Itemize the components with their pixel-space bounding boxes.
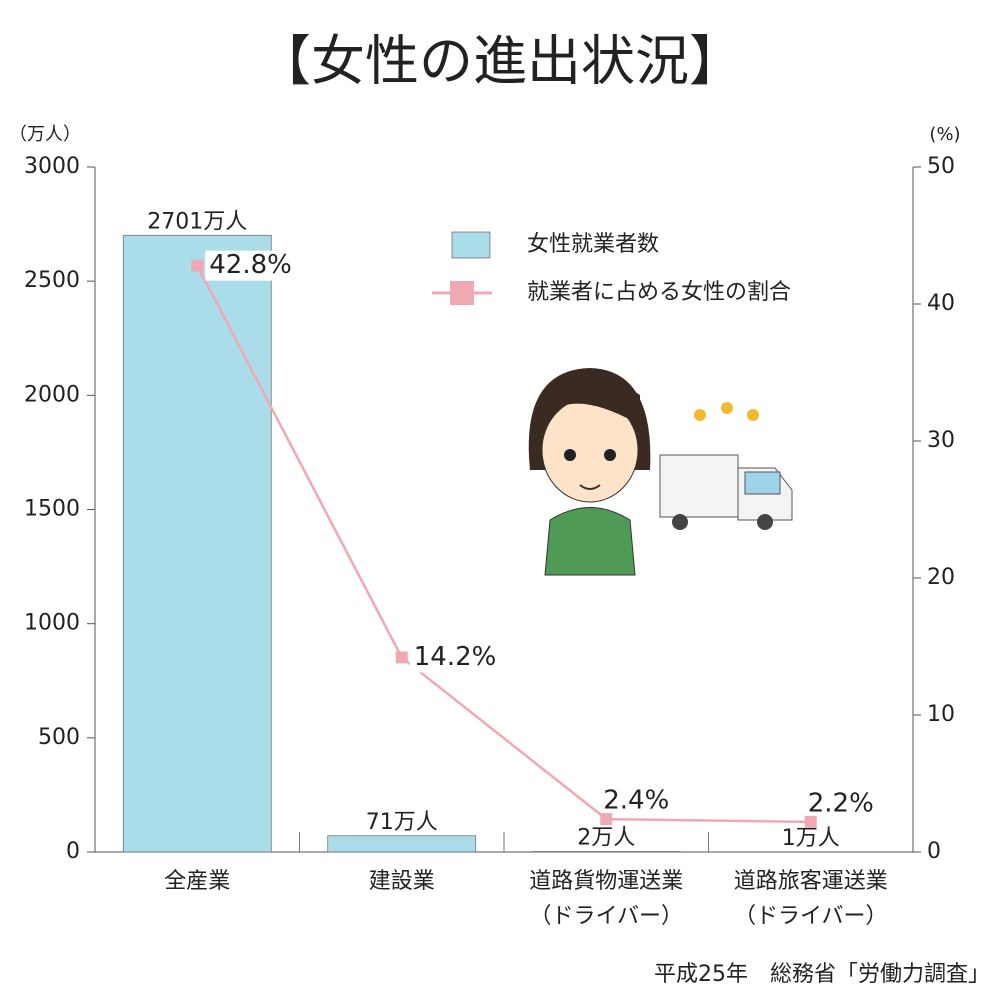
y2-tick-label: 0 [927,839,941,864]
y2-tick-label: 20 [927,565,955,590]
y2-tick-label: 50 [927,154,955,179]
x-tick-label: 道路貨物運送業 [529,869,683,894]
x-tick-label: 建設業 [369,869,435,894]
x-tick-label: 全産業 [164,869,230,894]
bar [327,835,477,853]
label-bg [409,642,505,673]
line-marker [191,259,204,272]
y2-tick-label: 30 [927,428,955,453]
line-marker [804,815,817,828]
x-tick-label: （ドライバー） [529,904,683,929]
illustration [528,368,793,576]
legend-swatch [451,231,491,259]
bar-value-label: 2701万人 [147,209,247,234]
bar [122,234,272,853]
source-note: 平成25年 総務省「労働力調査」 [654,962,990,987]
line-value-label: 2.2% [808,788,874,818]
y2-tick-label: 40 [927,291,955,316]
label-bg [205,250,301,281]
y2-axis-label: (%) [929,124,960,145]
line-value-label: 14.2% [414,642,497,672]
y-tick-label: 2000 [24,382,80,407]
line-marker [395,651,408,664]
legend-swatch [450,281,474,305]
line-marker [600,813,613,826]
y2-tick-label: 10 [927,702,955,727]
x-tick-label: （ドライバー） [734,904,888,929]
y-tick-label: 1000 [24,611,80,636]
line-value-label: 2.4% [603,786,669,816]
chart-title: 【女性の進出状況】 [257,30,743,93]
y-axis-label: （万人） [9,124,81,145]
y-tick-label: 0 [66,839,80,864]
y-tick-label: 2500 [24,268,80,293]
legend-label: 就業者に占める女性の割合 [527,280,791,305]
bar-value-label: 1万人 [782,826,840,851]
line-value-label: 42.8% [209,250,292,280]
y-tick-label: 3000 [24,154,80,179]
y-tick-label: 1500 [24,497,80,522]
bar-value-label: 2万人 [577,826,635,851]
line [196,265,811,824]
legend-label: 女性就業者数 [527,232,659,257]
y-tick-label: 500 [38,725,80,750]
x-tick-label: 道路旅客運送業 [734,869,888,894]
bar-value-label: 71万人 [366,810,438,835]
